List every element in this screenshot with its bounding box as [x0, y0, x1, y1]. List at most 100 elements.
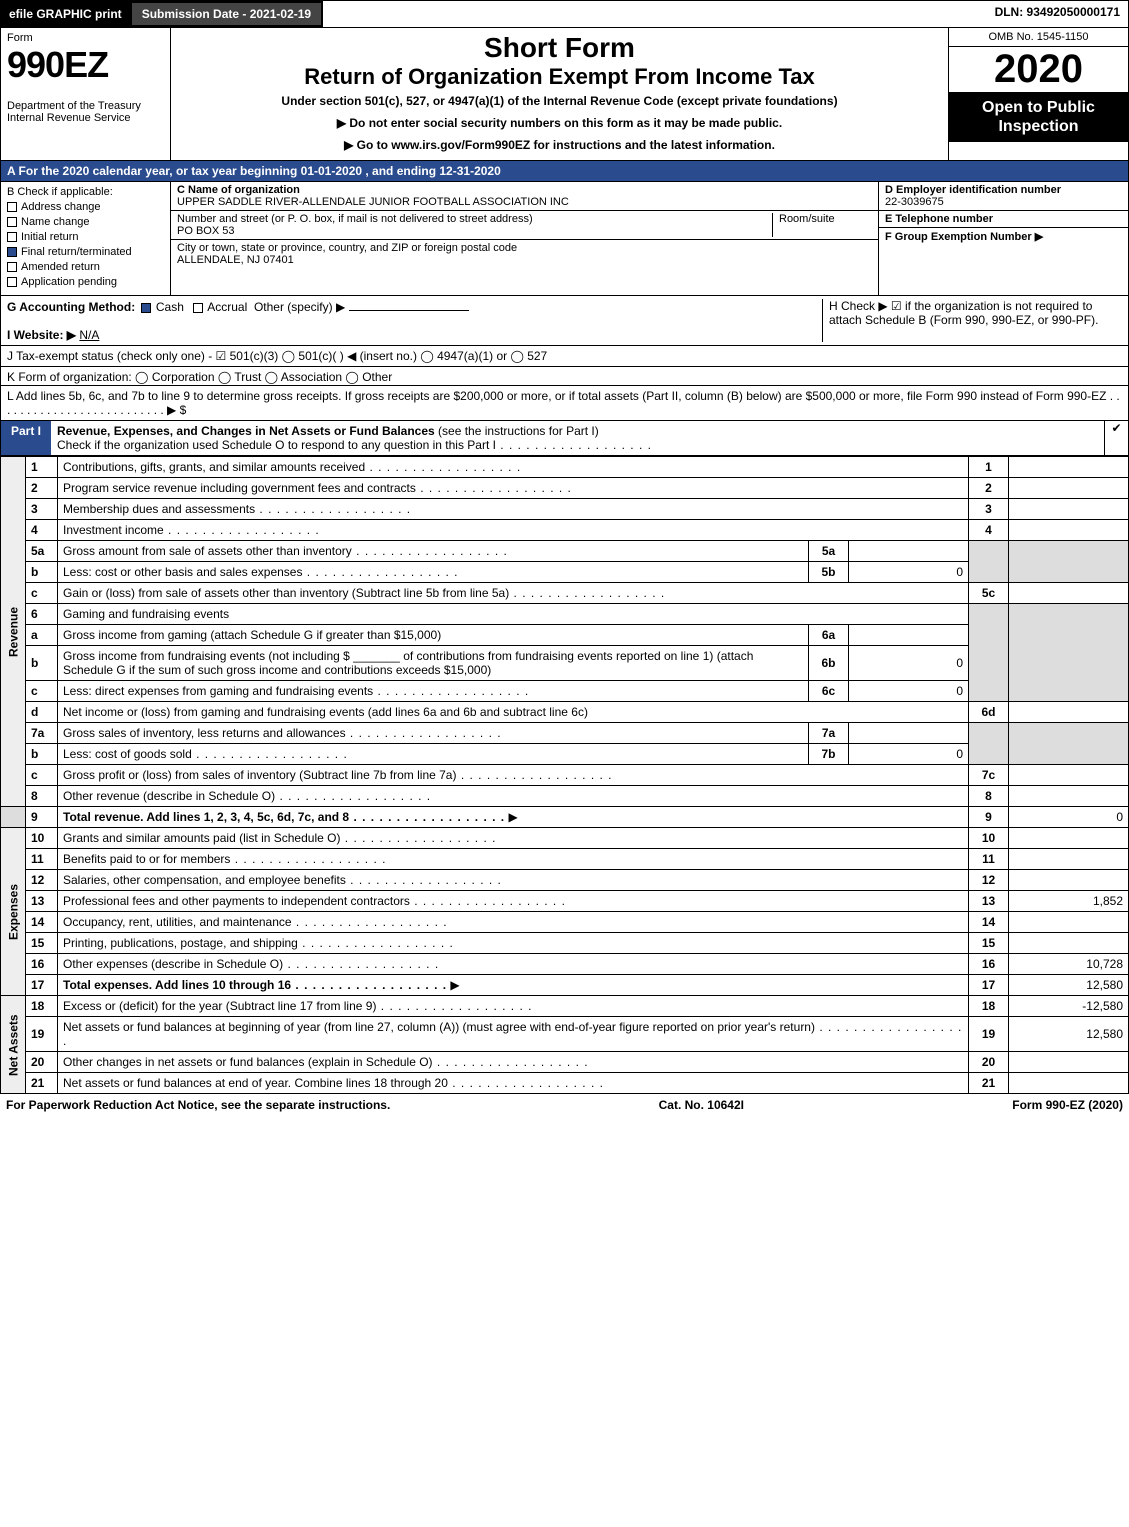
amended-return-checkbox[interactable]	[7, 262, 17, 272]
line-6b-amt: 0	[849, 646, 969, 681]
line-20-desc: Other changes in net assets or fund bala…	[58, 1052, 969, 1073]
page-footer: For Paperwork Reduction Act Notice, see …	[0, 1094, 1129, 1116]
city-label: City or town, state or province, country…	[177, 242, 517, 254]
line-6a-desc: Gross income from gaming (attach Schedul…	[58, 625, 809, 646]
g-label: G Accounting Method:	[7, 300, 135, 314]
initial-return-checkbox[interactable]	[7, 232, 17, 242]
line-19-amt: 12,580	[1009, 1017, 1129, 1052]
final-return-checkbox[interactable]	[7, 247, 17, 257]
line-7b-amt: 0	[849, 744, 969, 765]
line-12-desc: Salaries, other compensation, and employ…	[58, 870, 969, 891]
line-6c-amt: 0	[849, 681, 969, 702]
line-14-desc: Occupancy, rent, utilities, and maintena…	[58, 912, 969, 933]
line-j: J Tax-exempt status (check only one) - ☑…	[0, 346, 1129, 367]
b-check-label: B Check if applicable:	[7, 186, 164, 198]
final-return-label: Final return/terminated	[21, 246, 132, 258]
other-method-input[interactable]	[349, 299, 469, 311]
i-label: I Website: ▶	[7, 328, 76, 342]
part1-header: Part I Revenue, Expenses, and Changes in…	[0, 421, 1129, 456]
return-title: Return of Organization Exempt From Incom…	[177, 64, 942, 90]
city-value: ALLENDALE, NJ 07401	[177, 254, 294, 266]
under-section: Under section 501(c), 527, or 4947(a)(1)…	[177, 94, 942, 108]
top-bar: efile GRAPHIC print Submission Date - 20…	[0, 0, 1129, 28]
footer-left: For Paperwork Reduction Act Notice, see …	[6, 1098, 390, 1112]
form-number: 990EZ	[7, 44, 164, 86]
line-7a-desc: Gross sales of inventory, less returns a…	[58, 723, 809, 744]
line-16-amt: 10,728	[1009, 954, 1129, 975]
line-6b-desc: Gross income from fundraising events (no…	[58, 646, 809, 681]
line-11-desc: Benefits paid to or for members	[58, 849, 969, 870]
line-5c-desc: Gain or (loss) from sale of assets other…	[58, 583, 969, 604]
accrual-label: Accrual	[207, 300, 247, 314]
h-schedule-b: H Check ▶ ☑ if the organization is not r…	[822, 299, 1122, 342]
footer-right: Form 990-EZ (2020)	[1012, 1098, 1123, 1112]
footer-mid: Cat. No. 10642I	[659, 1098, 744, 1112]
goto-link[interactable]: ▶ Go to www.irs.gov/Form990EZ for instru…	[177, 134, 942, 156]
line-6c-desc: Less: direct expenses from gaming and fu…	[58, 681, 809, 702]
open-to-public: Open to Public Inspection	[949, 92, 1128, 142]
group-exemption-label: F Group Exemption Number ▶	[885, 231, 1043, 243]
part1-sub: (see the instructions for Part I)	[438, 424, 599, 438]
c-name-label: C Name of organization	[177, 184, 300, 196]
application-pending-label: Application pending	[21, 276, 117, 288]
line-6-desc: Gaming and fundraising events	[58, 604, 969, 625]
line-17-amt: 12,580	[1009, 975, 1129, 996]
ein-value: 22-3039675	[885, 196, 944, 208]
line-l: L Add lines 5b, 6c, and 7b to line 9 to …	[0, 386, 1129, 421]
cash-label: Cash	[156, 300, 184, 314]
line-10-desc: Grants and similar amounts paid (list in…	[58, 828, 969, 849]
line-5b-desc: Less: cost or other basis and sales expe…	[58, 562, 809, 583]
dept-label: Department of the Treasury Internal Reve…	[7, 100, 164, 124]
part1-table: Revenue 1Contributions, gifts, grants, a…	[0, 456, 1129, 1094]
line-7b-desc: Less: cost of goods sold	[58, 744, 809, 765]
accrual-checkbox[interactable]	[193, 303, 203, 313]
no-ssn-warning: ▶ Do not enter social security numbers o…	[177, 112, 942, 134]
line-13-amt: 1,852	[1009, 891, 1129, 912]
expenses-tab: Expenses	[1, 828, 26, 996]
part1-tag: Part I	[1, 421, 51, 455]
line-16-desc: Other expenses (describe in Schedule O)	[58, 954, 969, 975]
line-6d-desc: Net income or (loss) from gaming and fun…	[58, 702, 969, 723]
initial-return-label: Initial return	[21, 231, 78, 243]
efile-print-button[interactable]: efile GRAPHIC print	[1, 1, 130, 27]
street-value: PO BOX 53	[177, 225, 234, 237]
room-label: Room/suite	[779, 213, 835, 225]
line-9-desc: Total revenue. Add lines 1, 2, 3, 4, 5c,…	[63, 810, 505, 824]
line-1-desc: Contributions, gifts, grants, and simila…	[58, 457, 969, 478]
street-label: Number and street (or P. O. box, if mail…	[177, 213, 533, 225]
entity-block: B Check if applicable: Address change Na…	[0, 182, 1129, 296]
part1-schedule-o-checkbox[interactable]	[1111, 421, 1121, 435]
line-15-desc: Printing, publications, postage, and shi…	[58, 933, 969, 954]
meta-gh: G Accounting Method: Cash Accrual Other …	[0, 296, 1129, 346]
line-5a-desc: Gross amount from sale of assets other t…	[58, 541, 809, 562]
omb-number: OMB No. 1545-1150	[949, 28, 1128, 47]
line-4-desc: Investment income	[58, 520, 969, 541]
line-2-desc: Program service revenue including govern…	[58, 478, 969, 499]
line-19-desc: Net assets or fund balances at beginning…	[58, 1017, 969, 1052]
tax-year: 2020	[949, 47, 1128, 92]
form-header: Form 990EZ Department of the Treasury In…	[0, 28, 1129, 161]
application-pending-checkbox[interactable]	[7, 277, 17, 287]
line-18-amt: -12,580	[1009, 996, 1129, 1017]
line-21-desc: Net assets or fund balances at end of ye…	[58, 1073, 969, 1094]
amended-return-label: Amended return	[21, 261, 100, 273]
line-18-desc: Excess or (deficit) for the year (Subtra…	[58, 996, 969, 1017]
line-7c-desc: Gross profit or (loss) from sales of inv…	[58, 765, 969, 786]
address-change-label: Address change	[21, 201, 101, 213]
line-8-desc: Other revenue (describe in Schedule O)	[58, 786, 969, 807]
dln-label: DLN: 93492050000171	[987, 1, 1128, 27]
line-k: K Form of organization: ◯ Corporation ◯ …	[0, 367, 1129, 386]
name-change-checkbox[interactable]	[7, 217, 17, 227]
org-name: UPPER SADDLE RIVER-ALLENDALE JUNIOR FOOT…	[177, 196, 569, 208]
website-value: N/A	[79, 328, 99, 342]
part1-check-line: Check if the organization used Schedule …	[57, 438, 652, 452]
revenue-tab: Revenue	[1, 457, 26, 807]
cash-checkbox[interactable]	[141, 303, 151, 313]
short-form-title: Short Form	[177, 32, 942, 64]
form-word: Form	[7, 32, 164, 44]
address-change-checkbox[interactable]	[7, 202, 17, 212]
line-3-desc: Membership dues and assessments	[58, 499, 969, 520]
part1-title: Revenue, Expenses, and Changes in Net As…	[57, 424, 435, 438]
telephone-label: E Telephone number	[885, 213, 993, 225]
line-13-desc: Professional fees and other payments to …	[58, 891, 969, 912]
